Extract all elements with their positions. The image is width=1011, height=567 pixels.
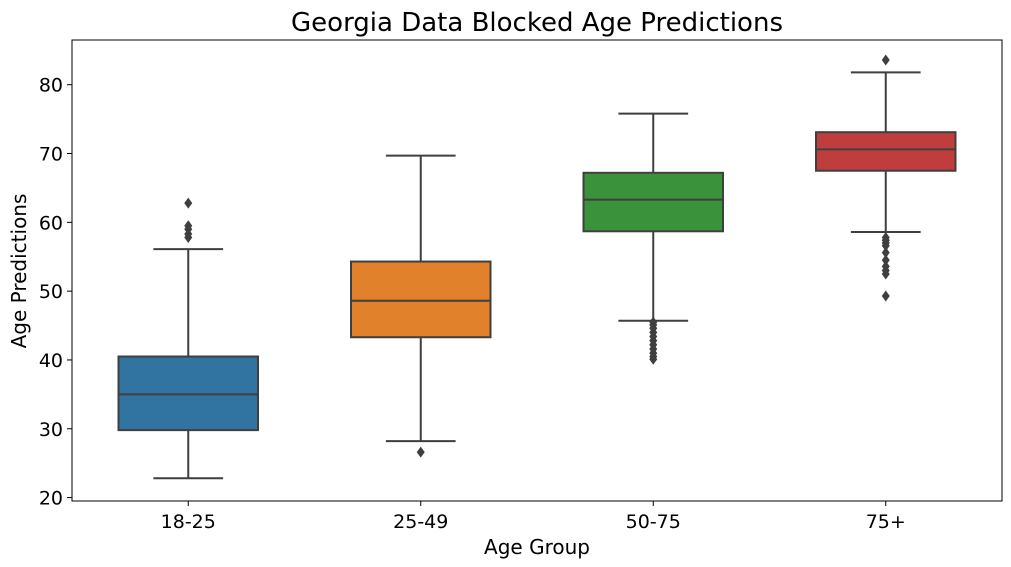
y-tick-label: 30 [39,419,63,441]
x-tick-label: 18-25 [161,511,216,533]
x-tick-label: 25-49 [393,511,448,533]
outlier-point [881,254,890,266]
outlier-point [649,316,658,328]
outlier-point [881,290,890,302]
y-tick-label: 20 [39,488,63,510]
outlier-point [184,220,193,232]
box-75+ [815,54,957,302]
outlier-point [881,247,890,259]
outlier-point [416,446,425,458]
box-18-25 [117,197,259,480]
plot-frame [71,39,1003,502]
iqr-box [350,260,492,339]
x-axis: 18-25 25-49 50-75 75+ [161,501,906,533]
chart-title: Georgia Data Blocked Age Predictions [291,8,783,38]
iqr-box [117,355,259,432]
y-tick-label: 60 [39,212,63,234]
x-axis-label: Age Group [484,535,590,559]
y-axis-label: Age Predictions [7,194,31,349]
y-tick-label: 40 [39,350,63,372]
y-tick-label: 80 [39,75,63,97]
x-tick-label: 75+ [866,511,906,533]
outlier-point [881,231,890,243]
outlier-point [881,54,890,66]
iqr-box [815,131,957,172]
y-axis: 20 30 40 50 60 70 80 [39,75,72,510]
y-tick-label: 70 [39,144,63,166]
outlier-point [881,260,890,272]
x-tick-label: 50-75 [626,511,681,533]
plot-area [117,54,957,480]
y-tick-label: 50 [39,281,63,303]
box-25-49 [350,154,492,458]
iqr-box [582,171,724,233]
box-50-75 [582,112,724,365]
outlier-point [184,197,193,209]
